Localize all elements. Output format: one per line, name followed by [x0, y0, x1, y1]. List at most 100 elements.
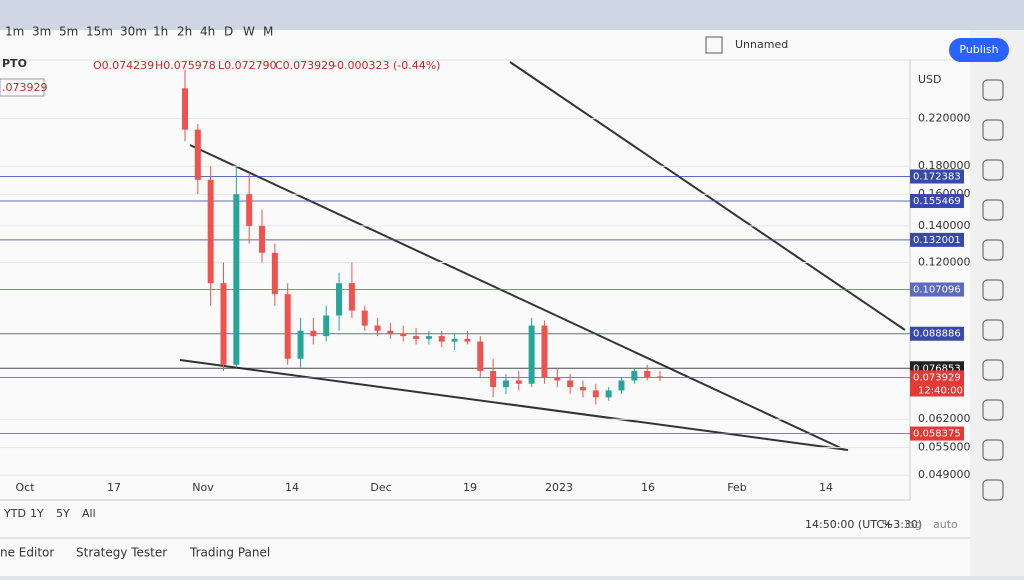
- candle-body: [207, 179, 214, 284]
- symbol[interactable]: PTO: [2, 57, 27, 70]
- ohlc-close: C0.073929: [275, 59, 335, 72]
- auto-toggle[interactable]: auto: [933, 518, 958, 531]
- x-tick-label: 14: [285, 481, 299, 494]
- interval-button[interactable]: W: [243, 25, 255, 39]
- price-label: 0.076853: [913, 363, 961, 374]
- range-button[interactable]: 1Y: [30, 507, 44, 520]
- sidebar-icon[interactable]: [982, 439, 1004, 461]
- sidebar-icon[interactable]: [982, 159, 1004, 181]
- candle-body: [271, 252, 278, 295]
- candle-body: [554, 377, 561, 381]
- publish-button[interactable]: [949, 38, 1009, 62]
- sidebar-icon[interactable]: [982, 119, 1004, 141]
- panel-tab[interactable]: Strategy Tester: [76, 546, 167, 560]
- interval-button[interactable]: 4h: [200, 25, 215, 39]
- ohlc-change: -0.000323 (-0.44%): [333, 59, 440, 72]
- candle-body: [413, 336, 420, 339]
- layout-icon[interactable]: [705, 36, 723, 54]
- candle-body: [323, 315, 330, 337]
- price-label-box: [910, 194, 964, 209]
- candle-body: [374, 325, 381, 331]
- candle-body: [490, 370, 497, 388]
- price-label: 0.058375: [913, 429, 961, 440]
- browser-bar: [0, 0, 1024, 30]
- log-toggle[interactable]: log: [905, 518, 922, 531]
- sidebar-icon[interactable]: [982, 239, 1004, 261]
- x-tick-label: Feb: [727, 481, 746, 494]
- interval-button[interactable]: 30m: [120, 25, 147, 39]
- price-tag: .073929: [2, 81, 48, 94]
- trend-line[interactable]: [179, 359, 849, 451]
- candle-body: [451, 338, 458, 342]
- interval-button[interactable]: D: [224, 25, 233, 39]
- interval-button[interactable]: 2h: [177, 25, 192, 39]
- trend-line[interactable]: [189, 144, 846, 451]
- x-tick-label: 14: [819, 481, 833, 494]
- ohlc-open: O0.074239: [93, 59, 154, 72]
- y-tick-label: 0.062000: [918, 412, 971, 425]
- x-tick-label: Nov: [192, 481, 214, 494]
- candle-body: [220, 283, 227, 365]
- y-tick-label: 0.049000: [918, 468, 971, 481]
- ohlc-high: H0.075978: [155, 59, 216, 72]
- candle-body: [579, 387, 586, 391]
- sidebar-icon[interactable]: [982, 79, 1004, 101]
- y-tick-label: 0.140000: [918, 219, 971, 232]
- candle-body: [425, 336, 432, 339]
- currency[interactable]: USD: [918, 73, 942, 86]
- x-tick-label: Dec: [370, 481, 391, 494]
- right-sidebar: [970, 30, 1024, 576]
- layout-name[interactable]: Unnamed: [735, 38, 788, 51]
- percent-toggle[interactable]: %: [882, 518, 892, 531]
- y-tick-label: 0.220000: [918, 112, 971, 125]
- candle-body: [233, 194, 240, 365]
- sidebar-icon[interactable]: [982, 319, 1004, 341]
- countdown-box: [910, 384, 964, 397]
- candle-body: [259, 225, 266, 253]
- candle-body: [194, 129, 201, 180]
- candle-body: [541, 325, 548, 378]
- price-label: 0.132001: [913, 235, 961, 246]
- candle-body: [438, 336, 445, 342]
- interval-button[interactable]: M: [263, 25, 273, 39]
- sidebar-icon[interactable]: [982, 199, 1004, 221]
- price-tag-box: [0, 78, 45, 97]
- sidebar-icon[interactable]: [982, 359, 1004, 381]
- candle-body: [567, 380, 574, 388]
- range-button[interactable]: YTD: [3, 507, 26, 520]
- panel-tab[interactable]: Trading Panel: [189, 546, 270, 560]
- interval-button[interactable]: 15m: [86, 25, 113, 39]
- candle-body: [657, 376, 663, 378]
- range-button[interactable]: All: [82, 507, 96, 520]
- candle-body: [361, 310, 368, 326]
- interval-button[interactable]: 5m: [59, 25, 78, 39]
- sidebar-icon[interactable]: [982, 479, 1004, 501]
- trend-line[interactable]: [509, 61, 906, 331]
- x-tick-label: 2023: [545, 481, 573, 494]
- candle-body: [284, 294, 291, 359]
- publish-label[interactable]: Publish: [959, 43, 998, 56]
- sidebar-icon[interactable]: [982, 399, 1004, 421]
- y-tick-label: 0.055000: [918, 441, 971, 454]
- candle-body: [348, 283, 355, 311]
- interval-button[interactable]: 3m: [32, 25, 51, 39]
- candle-body: [310, 330, 317, 337]
- y-tick-label: 0.180000: [918, 159, 971, 172]
- panel-tab[interactable]: ne Editor: [0, 546, 54, 560]
- interval-button[interactable]: 1m: [5, 25, 24, 39]
- price-label: 0.073929: [913, 372, 961, 383]
- candle-body: [605, 390, 612, 398]
- x-tick-label: 17: [107, 481, 121, 494]
- interval-button[interactable]: 1h: [153, 25, 168, 39]
- x-tick-label: Oct: [15, 481, 35, 494]
- sidebar-icon[interactable]: [982, 279, 1004, 301]
- price-label: 0.088886: [913, 329, 961, 340]
- candle-body: [464, 338, 471, 342]
- candle-body: [387, 330, 394, 334]
- clock: 14:50:00 (UTC+3:30): [805, 518, 922, 531]
- chart-window: [0, 30, 970, 576]
- price-label: 0.107096: [913, 285, 961, 296]
- x-tick-label: 19: [463, 481, 477, 494]
- range-button[interactable]: 5Y: [56, 507, 70, 520]
